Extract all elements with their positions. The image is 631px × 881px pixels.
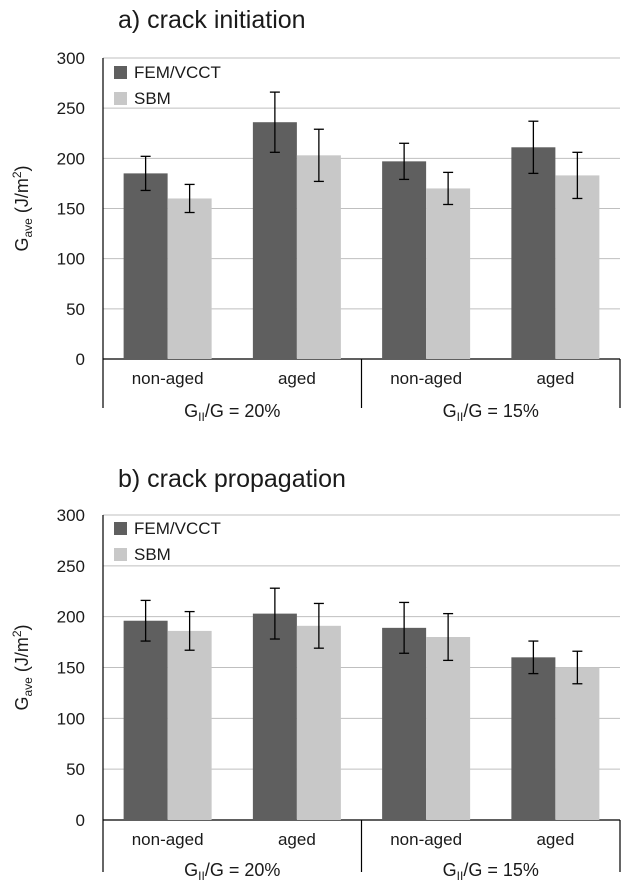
chart-2-group-label-sub: II: [457, 869, 464, 881]
chart-2-ytick-label: 150: [57, 659, 85, 678]
chart-2-bar-fem-vcct: [511, 657, 555, 820]
chart-2-group-label-rest: /G = 20%: [205, 860, 281, 880]
chart-1-group-label: GII/G = 20%: [184, 401, 280, 424]
chart-1-group-label-rest: /G = 20%: [205, 401, 281, 421]
chart-2-ylabel-end: ): [12, 624, 32, 630]
chart-2-ytick-label: 50: [66, 760, 85, 779]
chart-2-bar-sbm: [297, 626, 341, 820]
chart-1-ylabel-rest: (J/m: [12, 178, 32, 218]
chart-1-group-label-main: G: [184, 401, 198, 421]
chart-2-group-label: GII/G = 15%: [443, 860, 539, 881]
chart-1-category-label: aged: [536, 369, 574, 388]
chart-2-group-label: GII/G = 20%: [184, 860, 280, 881]
chart-2: b) crack propagation 0 50 100 150 200 250 300 Ga…: [10, 465, 620, 881]
chart-1-bar-fem-vcct: [124, 173, 168, 359]
chart-2-legend-swatch: [114, 548, 127, 561]
chart-2-category-label: aged: [278, 830, 316, 849]
chart-2-legend-label: FEM/VCCT: [134, 519, 221, 538]
chart-2-ytick-label: 300: [57, 506, 85, 525]
chart-1-group-label-sub: II: [457, 410, 464, 424]
chart-1-ylabel: Gave (J/m2): [10, 165, 35, 251]
chart-1-bar-sbm: [297, 155, 341, 359]
chart-1-group-label: GII/G = 15%: [443, 401, 539, 424]
chart-2-category-label: non-aged: [390, 830, 462, 849]
chart-1-category-label: aged: [278, 369, 316, 388]
chart-2-category-label: non-aged: [132, 830, 204, 849]
chart-2-ytick-label: 200: [57, 608, 85, 627]
chart-1-legend-swatch: [114, 66, 127, 79]
chart-2-ylabel-rest: (J/m: [12, 637, 32, 677]
chart-2-group-label-main: G: [184, 860, 198, 880]
chart-2-bar-sbm: [426, 637, 470, 820]
chart-1-legend-swatch: [114, 92, 127, 105]
chart-2-ytick-label: 0: [76, 811, 85, 830]
chart-2-ylabel-sub: ave: [21, 677, 35, 697]
chart-1-category-label: non-aged: [132, 369, 204, 388]
chart-1-ytick-label: 300: [57, 49, 85, 68]
chart-1-ytick-label: 200: [57, 149, 85, 168]
chart-1-ytick-label: 150: [57, 200, 85, 219]
chart-2-group-label-main: G: [443, 860, 457, 880]
chart-1-ylabel-main: G: [12, 238, 32, 252]
chart-1-bar-fem-vcct: [511, 147, 555, 359]
chart-2-ylabel-main: G: [12, 697, 32, 711]
chart-1-bar-sbm: [168, 198, 212, 359]
chart-1-title: a) crack initiation: [118, 6, 306, 34]
chart-2-bar-sbm: [555, 668, 599, 821]
chart-1-group-label-sub: II: [198, 410, 205, 424]
chart-2-ytick-label: 100: [57, 709, 85, 728]
chart-1-ylabel-sub: ave: [21, 218, 35, 238]
chart-2-group-label-rest: /G = 15%: [463, 860, 539, 880]
chart-1: a) crack initiation 0 50 100 150 200 250 300 Gav…: [10, 6, 620, 424]
chart-1-legend-label: FEM/VCCT: [134, 63, 221, 82]
chart-1-ytick-label: 0: [76, 350, 85, 369]
chart-1-ytick-label: 250: [57, 99, 85, 118]
chart-1-ytick-label: 50: [66, 300, 85, 319]
chart-1-group-label-rest: /G = 15%: [463, 401, 539, 421]
chart-2-legend-label: SBM: [134, 545, 171, 564]
chart-1-bar-sbm: [426, 188, 470, 359]
chart-2-bar-sbm: [168, 631, 212, 820]
chart-2-ytick-label: 250: [57, 557, 85, 576]
chart-1-group-label-main: G: [443, 401, 457, 421]
chart-1-ylabel-end: ): [12, 165, 32, 171]
chart-1-bar-sbm: [555, 175, 599, 359]
chart-2-ylabel: Gave (J/m2): [10, 624, 35, 710]
chart-2-bar-fem-vcct: [124, 621, 168, 820]
chart-1-bar-fem-vcct: [382, 161, 426, 359]
chart-2-group-label-sub: II: [198, 869, 205, 881]
chart-2-bar-fem-vcct: [253, 614, 297, 820]
chart-1-ytick-label: 100: [57, 250, 85, 269]
chart-1-category-label: non-aged: [390, 369, 462, 388]
chart-2-title: b) crack propagation: [118, 465, 346, 493]
chart-1-legend-label: SBM: [134, 89, 171, 108]
chart-2-bar-fem-vcct: [382, 628, 426, 820]
chart-2-category-label: aged: [536, 830, 574, 849]
chart-1-bar-fem-vcct: [253, 122, 297, 359]
chart-2-legend-swatch: [114, 522, 127, 535]
